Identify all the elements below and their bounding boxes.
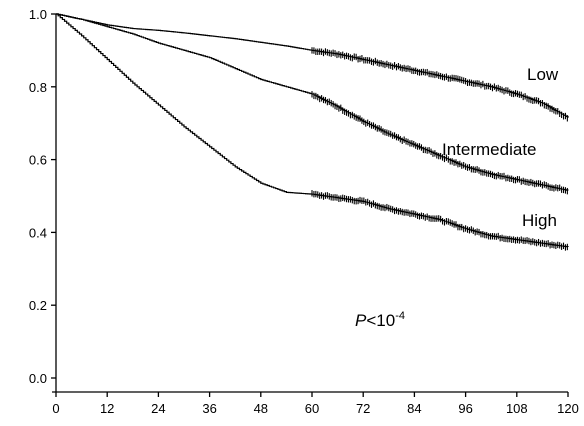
x-tick-label: 96 [458,401,472,416]
p-value-annotation: P<10-4 [355,310,405,330]
p-value-middle: <10 [366,311,395,330]
series-labels: Low Intermediate High [442,65,559,230]
survival-curve-low [56,13,569,118]
p-value-prefix: P [355,311,367,330]
y-tick-label: 0.4 [29,225,47,240]
x-tick-label: 0 [52,401,59,416]
survival-curve-intermediate [56,13,569,191]
y-tick-label: 0.0 [29,371,47,386]
series-label-intermediate: Intermediate [442,140,537,159]
x-tick-label: 84 [407,401,421,416]
x-tick-label: 108 [506,401,528,416]
series-label-high: High [522,211,557,230]
y-tick-label: 0.6 [29,153,47,168]
x-tick-label: 120 [557,401,579,416]
axes: 0 12 24 36 48 60 72 84 96 108 120 0.0 0.2 0.4 0.6 0.8 1.… [29,7,579,416]
x-tick-label: 48 [254,401,268,416]
x-tick-label: 72 [356,401,370,416]
x-tick-label: 24 [151,401,165,416]
p-value-superscript: -4 [395,310,405,322]
x-tick-label: 36 [202,401,216,416]
series-label-low: Low [527,65,559,84]
x-tick-label: 60 [305,401,319,416]
y-tick-label: 0.8 [29,80,47,95]
y-tick-label: 0.2 [29,298,47,313]
censor-marks [311,47,568,251]
x-tick-label: 12 [100,401,114,416]
y-tick-label: 1.0 [29,7,47,22]
